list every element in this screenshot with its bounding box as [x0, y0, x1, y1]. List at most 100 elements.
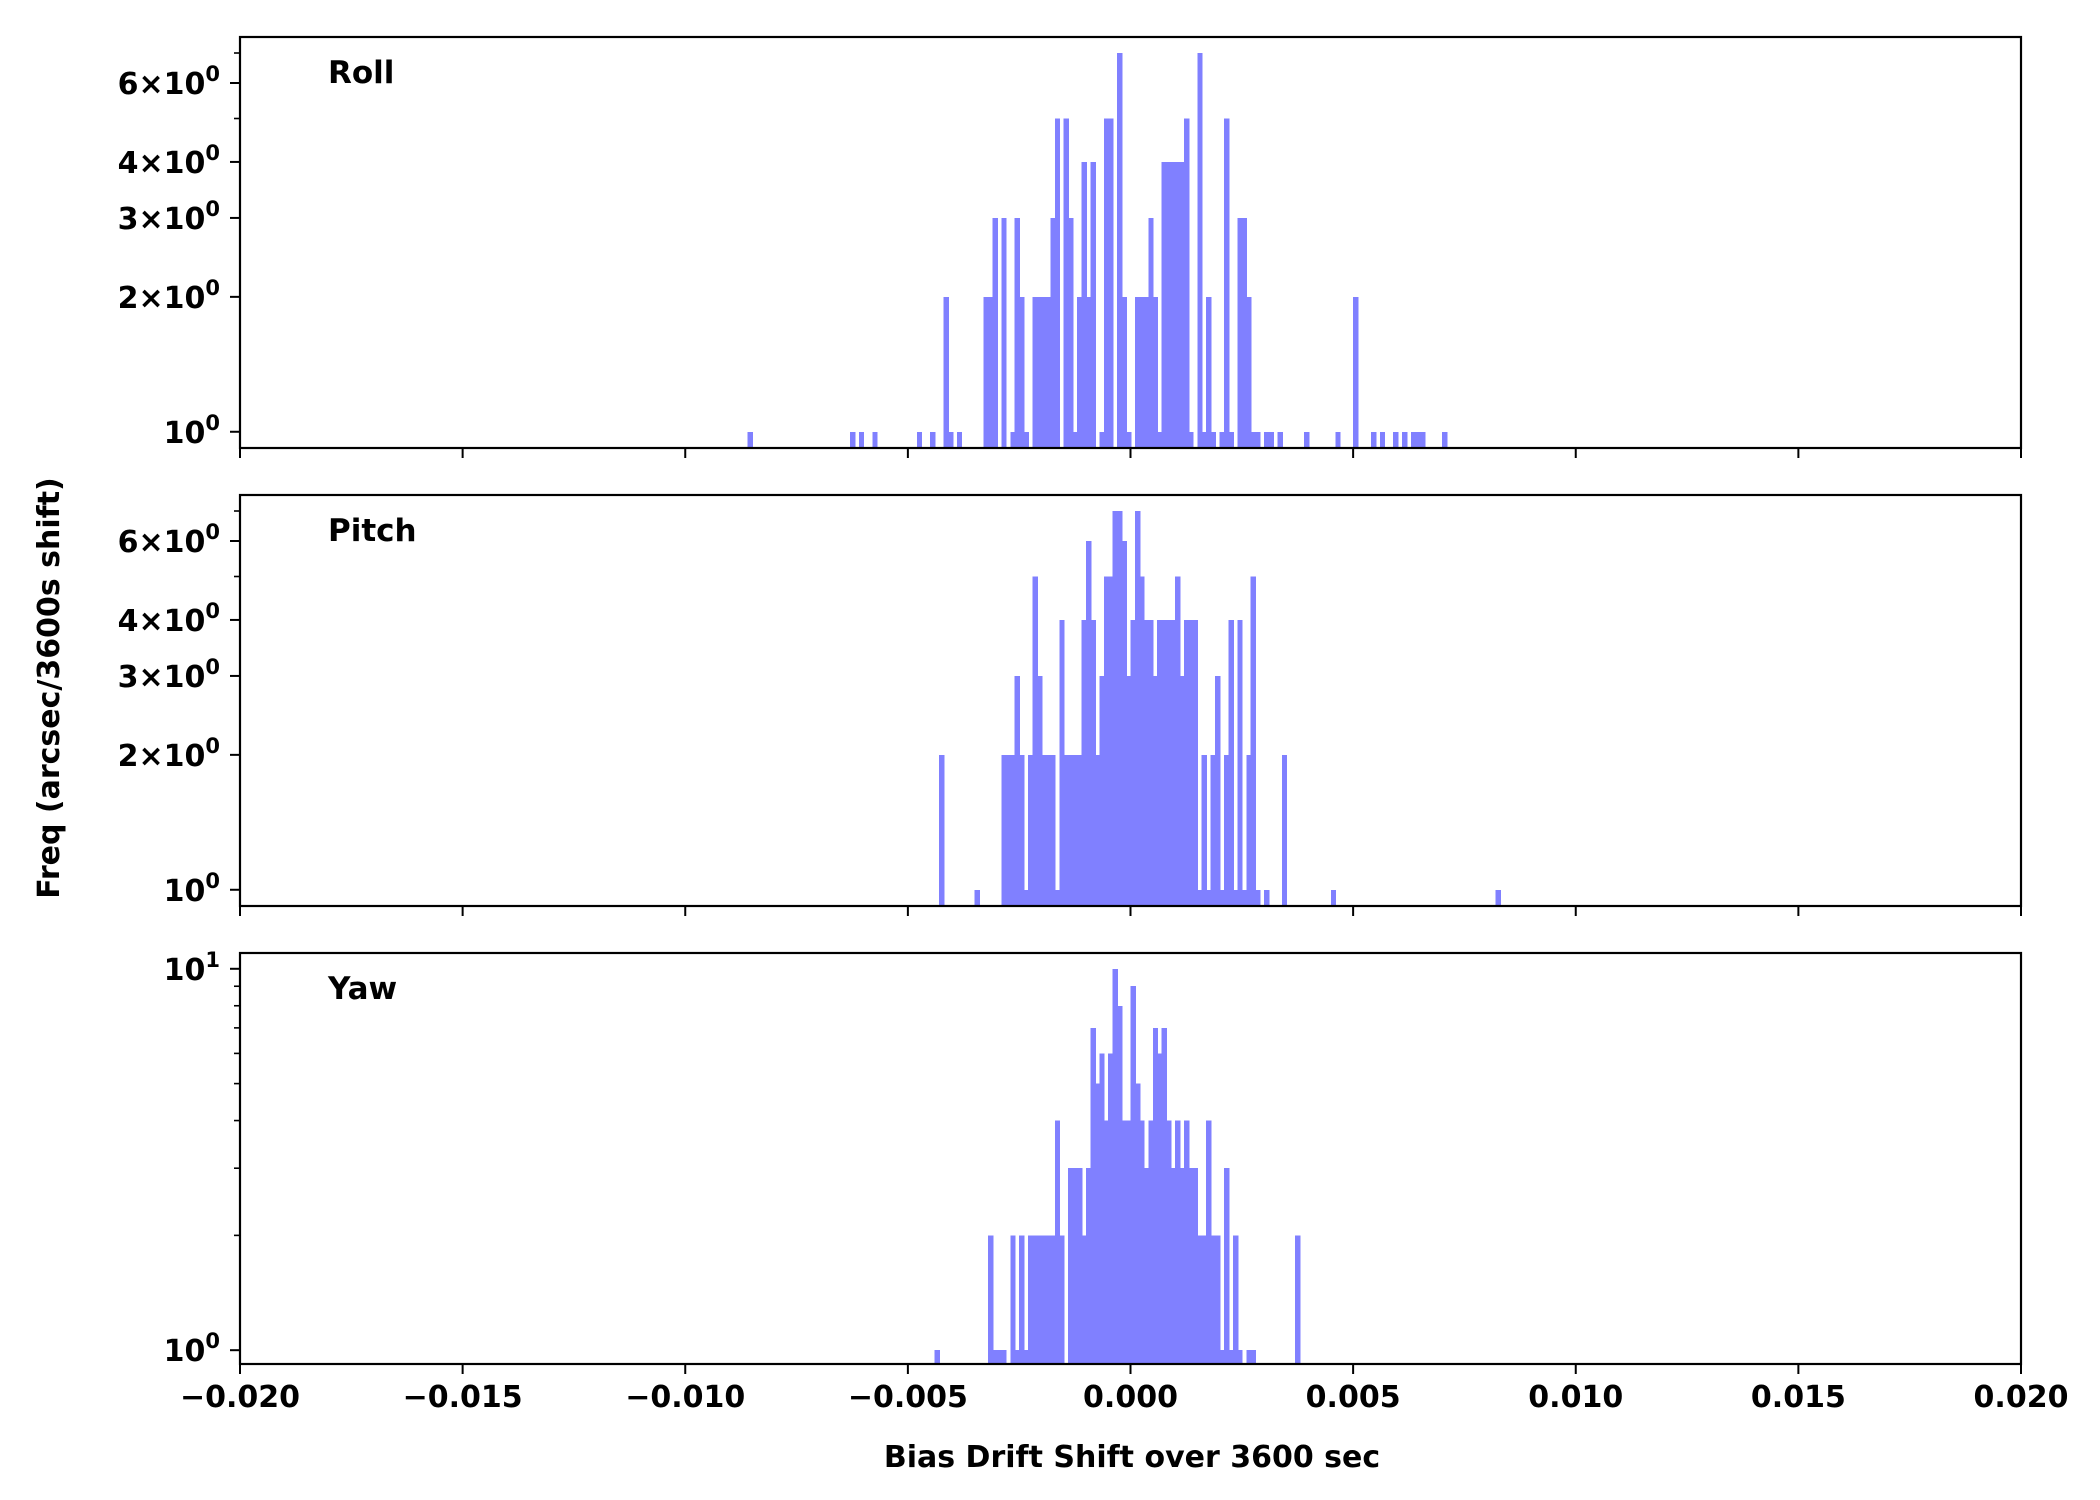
x-tick-label: 0.000	[1083, 1380, 1178, 1415]
yaw-bar	[1246, 1350, 1252, 1364]
pitch-bar	[1090, 619, 1096, 906]
roll-bar	[1010, 431, 1016, 448]
yaw-bar	[1103, 1120, 1110, 1364]
roll-bar	[1250, 431, 1257, 448]
pitch-bar	[1255, 889, 1261, 906]
pitch-bar	[1237, 619, 1243, 906]
yaw-bar	[1224, 1168, 1230, 1364]
pitch-bar	[1014, 675, 1021, 906]
yaw-bar	[1295, 1235, 1301, 1364]
roll-bar	[1415, 431, 1421, 448]
yaw-bar	[1157, 1053, 1163, 1364]
roll-bar	[1183, 118, 1190, 448]
roll-bar	[1090, 161, 1096, 448]
yaw-bar	[1175, 1120, 1181, 1364]
roll-bar	[1041, 296, 1047, 448]
yaw-bar	[1237, 1350, 1243, 1364]
pitch-bar	[1041, 754, 1047, 906]
roll-bar	[1277, 431, 1283, 448]
x-tick-label: −0.010	[625, 1380, 745, 1415]
pitch-y-tick-label: 2×100	[118, 734, 220, 774]
pitch-bar	[1121, 541, 1127, 906]
pitch-bar	[1241, 889, 1248, 906]
roll-bar	[1393, 431, 1399, 448]
pitch-bar	[1166, 619, 1172, 906]
yaw-bar	[1068, 1168, 1074, 1364]
pitch-bar	[1028, 754, 1034, 906]
roll-bar	[1054, 118, 1061, 448]
yaw-bar	[1001, 1350, 1007, 1364]
pitch-bar	[1188, 619, 1194, 906]
x-tick-label: −0.005	[848, 1380, 968, 1415]
pitch-bar	[974, 889, 980, 906]
pitch-bar	[1206, 889, 1212, 906]
roll-bar	[988, 296, 994, 448]
yaw-bar	[1143, 1168, 1150, 1364]
pitch-bar	[1232, 889, 1239, 906]
pitch-bar	[1099, 675, 1105, 906]
yaw-bar	[1232, 1235, 1239, 1364]
roll-bar	[1019, 296, 1025, 448]
yaw-bar	[1170, 1168, 1176, 1364]
pitch-bar	[1219, 889, 1225, 906]
pitch-bar	[1068, 754, 1074, 906]
pitch-bar	[1005, 754, 1012, 906]
roll-bar	[1411, 431, 1417, 448]
pitch-bar	[1148, 619, 1154, 906]
pitch-bar	[1250, 576, 1257, 906]
yaw-bar	[1161, 1027, 1168, 1364]
pitch-bar	[1059, 619, 1065, 906]
pitch-bar	[1045, 754, 1052, 906]
roll-bar	[1419, 431, 1426, 448]
roll-bar	[943, 296, 949, 448]
yaw-bar	[1197, 1235, 1203, 1364]
pitch-bar	[1197, 889, 1203, 906]
pitch-bar	[1161, 619, 1168, 906]
roll-y-tick-label: 2×100	[118, 276, 220, 316]
roll-bar	[1237, 217, 1243, 448]
roll-panel-label: Roll	[328, 55, 394, 91]
yaw-bar	[1010, 1235, 1016, 1364]
yaw-bar	[1210, 1235, 1216, 1364]
roll-bar	[1197, 53, 1203, 448]
pitch-bar	[1183, 619, 1190, 906]
roll-bar	[1063, 118, 1070, 448]
pitch-bar	[1264, 889, 1270, 906]
pitch-bar	[1143, 619, 1150, 906]
roll-bar	[1264, 431, 1270, 448]
pitch-y-tick-label: 6×100	[118, 520, 220, 560]
roll-bar	[1219, 431, 1225, 448]
yaw-bar	[1192, 1168, 1199, 1364]
yaw-bar	[1215, 1235, 1221, 1364]
yaw-bar	[1041, 1235, 1047, 1364]
yaw-bar	[1054, 1120, 1061, 1364]
pitch-bar	[1023, 889, 1029, 906]
roll-bar	[1241, 217, 1248, 448]
pitch-bar	[1077, 754, 1083, 906]
roll-bar	[1099, 431, 1105, 448]
roll-bar	[1179, 161, 1185, 448]
yaw-bar	[1045, 1235, 1052, 1364]
pitch-bar	[1170, 619, 1176, 906]
roll-bar	[1335, 431, 1341, 448]
yaw-bar	[1121, 1120, 1127, 1364]
yaw-bar	[992, 1350, 998, 1364]
roll-bar	[1201, 431, 1208, 448]
roll-bar	[1402, 431, 1408, 448]
pitch-bar	[1201, 754, 1208, 906]
roll-bar	[1032, 296, 1038, 448]
yaw-bar	[1130, 986, 1136, 1364]
roll-bar	[992, 217, 998, 448]
pitch-bar	[1126, 675, 1132, 906]
pitch-bar	[1019, 754, 1025, 906]
roll-bar	[1157, 431, 1163, 448]
yaw-bar	[1152, 1027, 1159, 1364]
yaw-bar	[1139, 1120, 1145, 1364]
pitch-bar	[1094, 754, 1101, 906]
pitch-y-tick-label: 100	[164, 869, 220, 909]
roll-bar	[956, 431, 963, 448]
yaw-bar	[1201, 1235, 1208, 1364]
pitch-y-tick-label: 4×100	[118, 599, 220, 639]
yaw-bar	[1166, 1120, 1172, 1364]
